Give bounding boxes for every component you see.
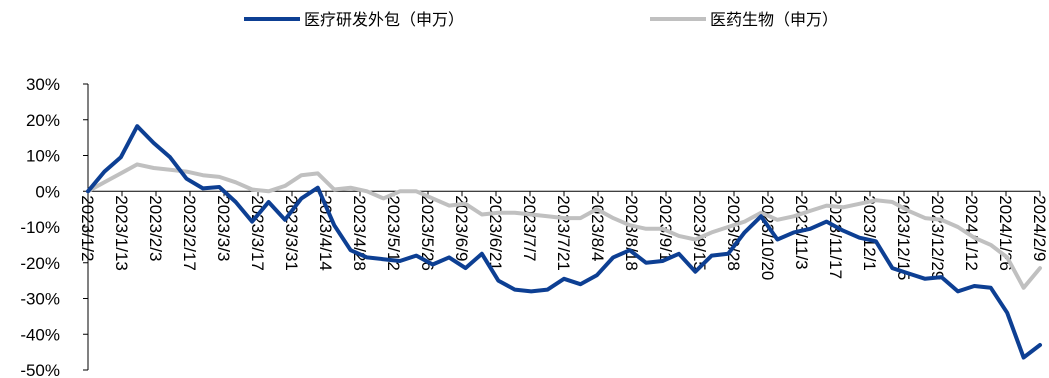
x-tick-label: 2023/1/13 — [112, 195, 131, 271]
x-tick-label: 2023/12/15 — [894, 195, 913, 280]
x-tick-label: 2023/1/2 — [78, 195, 97, 261]
x-tick-label: 2023/9/15 — [690, 195, 709, 271]
x-tick-label: 2023/5/26 — [418, 195, 437, 271]
y-tick-label: 30% — [26, 75, 60, 94]
legend-label-series-1: 医疗研发外包（申万） — [304, 10, 464, 29]
x-tick-label: 2023/8/18 — [622, 195, 641, 271]
x-tick-label: 2023/6/21 — [486, 195, 505, 271]
x-tick-label: 2023/7/21 — [554, 195, 573, 271]
x-tick-label: 2023/12/1 — [860, 195, 879, 271]
legend: 医疗研发外包（申万） 医药生物（申万） — [244, 10, 838, 29]
x-tick-label: 2023/2/17 — [180, 195, 199, 271]
x-tick-label: 2023/7/7 — [520, 195, 539, 261]
x-tick-label: 2023/6/9 — [452, 195, 471, 261]
y-tick-label: 20% — [26, 111, 60, 130]
y-tick-label: -50% — [20, 361, 60, 378]
legend-label-series-2: 医药生物（申万） — [710, 10, 838, 29]
x-tick-label: 2023/8/4 — [588, 195, 607, 261]
y-tick-label: -10% — [20, 218, 60, 237]
x-tick-label: 2023/3/3 — [214, 195, 233, 261]
x-tick-label: 2023/2/3 — [146, 195, 165, 261]
x-tick-label: 2024/1/12 — [962, 195, 981, 271]
x-tick-label: 2023/4/28 — [350, 195, 369, 271]
y-tick-label: -20% — [20, 254, 60, 273]
y-tick-label: 10% — [26, 147, 60, 166]
x-tick-label: 2023/12/29 — [928, 195, 947, 280]
axes: 30% 20% 10% 0% -10% -20% -30% -40% -50% 2023/1/2 2… — [20, 75, 1049, 378]
series-line-2 — [86, 162, 1042, 290]
series-line-1 — [86, 124, 1042, 360]
x-tick-label: 2023/5/12 — [384, 195, 403, 271]
x-tick-label: 2023/9/28 — [724, 195, 743, 271]
x-tick-label: 2023/11/17 — [826, 195, 845, 279]
x-tick-label: 2023/3/31 — [282, 195, 301, 271]
x-tick-label: 2024/2/9 — [1030, 195, 1049, 261]
y-tick-label: -30% — [20, 290, 60, 309]
y-tick-label: -40% — [20, 325, 60, 344]
y-tick-label: 0% — [35, 182, 60, 201]
x-tick-label: 2024/1/26 — [996, 195, 1015, 271]
series-lines — [86, 124, 1042, 360]
x-tick-label: 2023/3/17 — [248, 195, 267, 271]
